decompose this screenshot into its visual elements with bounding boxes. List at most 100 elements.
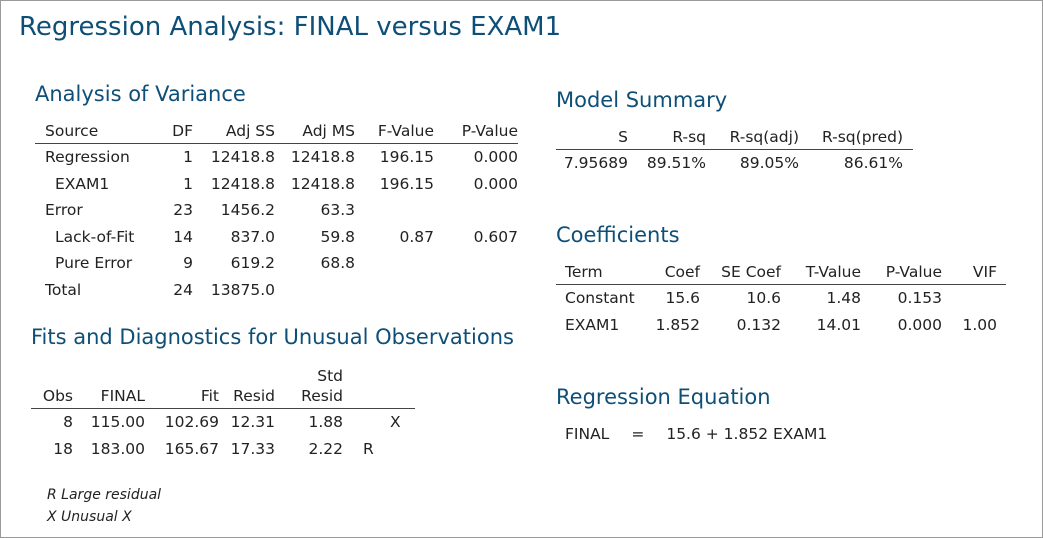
cell-fit: 165.67 xyxy=(164,439,219,458)
coefficients-header-row: Term Coef SE Coef T-Value P-Value VIF xyxy=(556,263,1006,285)
col-coef-p-value: P-Value xyxy=(861,263,942,285)
table-row: 18 183.00 165.67 17.33 2.22 R xyxy=(31,436,415,463)
cell-source: Pure Error xyxy=(55,254,133,273)
cell-source: Total xyxy=(45,280,82,299)
unusual-table: Std Obs FINAL Fit Resid Resid 8 115.00 102… xyxy=(31,365,415,462)
anova-table: Source DF Adj SS Adj MS F-Value P-Value … xyxy=(35,122,518,303)
cell-source: EXAM1 xyxy=(55,174,110,193)
cell-adj-ms: 63.3 xyxy=(320,201,355,220)
cell-se-coef: 0.132 xyxy=(736,315,781,334)
value-r-sq: 89.51% xyxy=(646,154,706,173)
cell-p-value: 0.000 xyxy=(473,174,518,193)
cell-df: 9 xyxy=(183,254,193,273)
col-resid: Resid xyxy=(219,387,275,409)
col-coef: Coef xyxy=(642,263,700,285)
cell-vif xyxy=(942,285,1006,312)
col-f-value: F-Value xyxy=(355,122,434,144)
cell-p-value: 0.000 xyxy=(473,148,518,167)
cell-fit: 102.69 xyxy=(164,413,219,432)
cell-p-value: 0.000 xyxy=(897,315,942,334)
table-row: 7.95689 89.51% 89.05% 86.61% xyxy=(556,150,913,177)
col-r-sq: R-sq xyxy=(628,128,706,150)
cell-df: 24 xyxy=(173,280,193,299)
equation-equals: = xyxy=(631,425,645,443)
cell-adj-ms xyxy=(275,277,355,304)
cell-f-value xyxy=(355,277,434,304)
page-title: Regression Analysis: FINAL versus EXAM1 xyxy=(19,12,562,42)
unusual-header-row: Obs FINAL Fit Resid Resid xyxy=(31,387,415,409)
regression-equation: FINAL = 15.6 + 1.852 EXAM1 xyxy=(565,425,827,443)
cell-adj-ss: 1456.2 xyxy=(220,201,275,220)
cell-df: 23 xyxy=(173,201,193,220)
col-obs: Obs xyxy=(31,387,73,409)
cell-adj-ss: 12418.8 xyxy=(210,148,275,167)
col-term: Term xyxy=(556,263,642,285)
cell-f-value xyxy=(355,197,434,224)
cell-flag: R xyxy=(363,439,374,458)
col-std-top: Std xyxy=(317,367,343,385)
cell-source: Lack-of-Fit xyxy=(55,227,135,246)
cell-coef: 15.6 xyxy=(665,289,700,308)
table-row: Lack-of-Fit 14 837.0 59.8 0.87 0.607 xyxy=(35,224,518,251)
cell-flag: X xyxy=(390,413,401,432)
coefficients-table: Term Coef SE Coef T-Value P-Value VIF Co… xyxy=(556,263,1006,338)
footnote-unusual-x: X Unusual X xyxy=(47,509,132,525)
cell-final: 183.00 xyxy=(90,439,145,458)
cell-se-coef: 10.6 xyxy=(746,289,781,308)
model-summary-heading: Model Summary xyxy=(556,88,728,112)
col-fit: Fit xyxy=(145,387,219,409)
cell-p-value xyxy=(434,277,518,304)
table-row: Constant 15.6 10.6 1.48 0.153 xyxy=(556,285,1006,312)
cell-f-value: 196.15 xyxy=(379,174,434,193)
col-r-sq-adj: R-sq(adj) xyxy=(706,128,799,150)
equation-lhs: FINAL xyxy=(565,425,610,443)
col-vif: VIF xyxy=(942,263,1006,285)
col-se-coef: SE Coef xyxy=(700,263,781,285)
cell-df: 14 xyxy=(173,227,193,246)
cell-coef: 1.852 xyxy=(655,315,700,334)
cell-adj-ms: 59.8 xyxy=(320,227,355,246)
value-s: 7.95689 xyxy=(563,154,628,173)
cell-term: Constant xyxy=(565,289,635,308)
cell-f-value: 196.15 xyxy=(379,148,434,167)
cell-resid: 12.31 xyxy=(230,413,275,432)
cell-adj-ss: 619.2 xyxy=(230,254,275,273)
col-df: DF xyxy=(155,122,193,144)
table-row: Pure Error 9 619.2 68.8 xyxy=(35,250,518,277)
model-summary-header-row: S R-sq R-sq(adj) R-sq(pred) xyxy=(556,128,913,150)
cell-source: Error xyxy=(45,201,83,220)
cell-p-value: 0.607 xyxy=(473,227,518,246)
cell-f-value: 0.87 xyxy=(399,227,434,246)
cell-df: 1 xyxy=(183,148,193,167)
cell-p-value xyxy=(434,197,518,224)
col-std-resid: Resid xyxy=(275,387,343,409)
cell-resid: 17.33 xyxy=(230,439,275,458)
cell-t-value: 1.48 xyxy=(826,289,861,308)
col-s: S xyxy=(556,128,628,150)
cell-final: 115.00 xyxy=(90,413,145,432)
col-p-value: P-Value xyxy=(434,122,518,144)
cell-vif: 1.00 xyxy=(962,315,997,334)
cell-obs: 8 xyxy=(63,413,73,432)
model-summary-table: S R-sq R-sq(adj) R-sq(pred) 7.95689 89.5… xyxy=(556,128,913,177)
col-r-sq-pred: R-sq(pred) xyxy=(799,128,903,150)
table-row: Total 24 13875.0 xyxy=(35,277,518,304)
cell-obs: 18 xyxy=(53,439,73,458)
footnote-large-residual: R Large residual xyxy=(47,487,162,503)
unusual-header-row-top: Std xyxy=(31,365,415,387)
cell-adj-ms: 12418.8 xyxy=(290,174,355,193)
cell-adj-ss: 12418.8 xyxy=(210,174,275,193)
col-source: Source xyxy=(35,122,155,144)
value-r-sq-pred: 86.61% xyxy=(843,154,903,173)
cell-adj-ss: 837.0 xyxy=(230,227,275,246)
cell-df: 1 xyxy=(183,174,193,193)
col-final: FINAL xyxy=(73,387,145,409)
cell-std-resid: 2.22 xyxy=(308,439,343,458)
cell-adj-ms: 12418.8 xyxy=(290,148,355,167)
cell-adj-ms: 68.8 xyxy=(320,254,355,273)
cell-source: Regression xyxy=(45,148,130,167)
cell-t-value: 14.01 xyxy=(816,315,861,334)
anova-header-row: Source DF Adj SS Adj MS F-Value P-Value xyxy=(35,122,518,144)
table-row: Error 23 1456.2 63.3 xyxy=(35,197,518,224)
col-flag xyxy=(343,387,415,409)
